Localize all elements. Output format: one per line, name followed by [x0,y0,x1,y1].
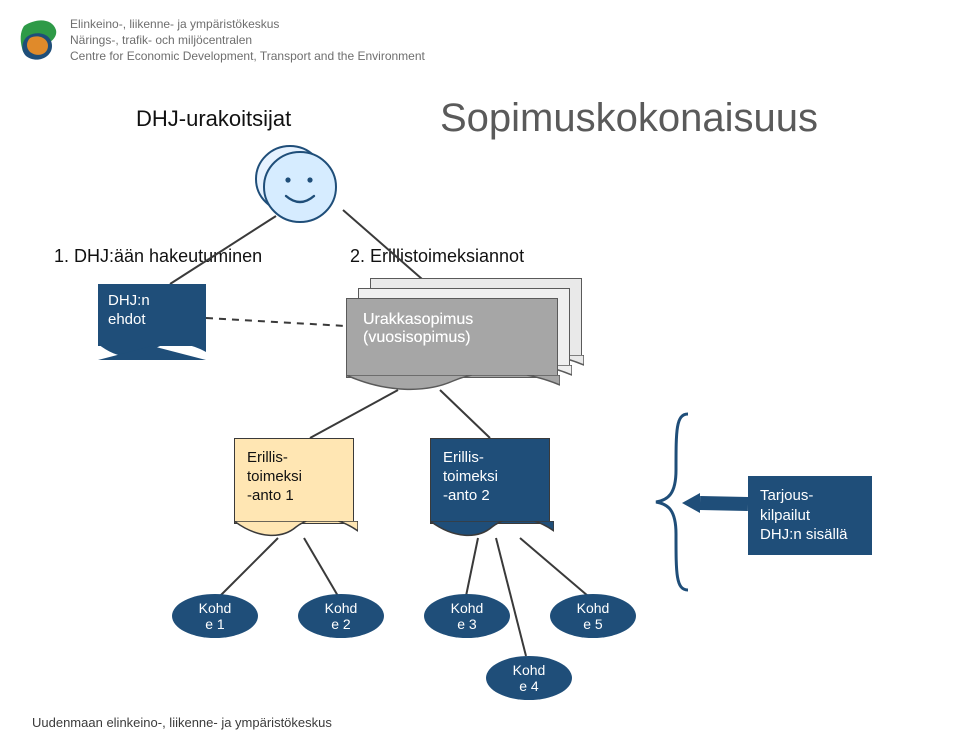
urakkasopimus-stack: Urakkasopimus (vuosisopimus) [346,278,580,374]
org-line-en: Centre for Economic Development, Transpo… [70,48,425,64]
org-line-fi: Elinkeino-, liikenne- ja ympäristökeskus [70,16,425,32]
contractor-smiley-icon [252,140,342,226]
tarjouskilpailut-callout: Tarjous- kilpailut DHJ:n sisällä [748,476,872,555]
kohde-3: Kohd e 3 [424,594,510,638]
anto1-line1: Erillis- [247,449,341,468]
org-line-sv: Närings-, trafik- och miljöcentralen [70,32,425,48]
caption-step2: 2. Erillistoimeksiannot [350,246,524,267]
kohde-5-label: Kohd e 5 [577,600,610,632]
anto1-line3: -anto 1 [247,487,341,506]
doc-line1: Urakkasopimus [363,311,473,329]
kohde-5: Kohd e 5 [550,594,636,638]
kohde-4: Kohd e 4 [486,656,572,700]
flag-line1: DHJ:n [108,292,196,311]
erillistoimeksianto-1: Erillis- toimeksi -anto 1 [234,438,354,524]
kohde-2-label: Kohd e 2 [325,600,358,632]
kohde-1-label: Kohd e 1 [199,600,232,632]
erillistoimeksianto-2: Erillis- toimeksi -anto 2 [430,438,550,524]
anto2-line2: toimeksi [443,468,537,487]
caption-step1: 1. DHJ:ään hakeutuminen [54,246,262,267]
title-right: Sopimuskokonaisuus [440,96,818,141]
doc-line2: (vuosisopimus) [363,329,473,347]
kohde-3-label: Kohd e 3 [451,600,484,632]
callout-line1: Tarjous- [760,486,860,506]
kohde-4-label: Kohd e 4 [513,662,546,694]
kohde-2: Kohd e 2 [298,594,384,638]
anto1-line2: toimeksi [247,468,341,487]
kohde-1: Kohd e 1 [172,594,258,638]
title-left: DHJ-urakoitsijat [136,106,291,132]
anto2-line1: Erillis- [443,449,537,468]
dhj-ehdot-flag: DHJ:n ehdot [98,284,206,346]
callout-line2: kilpailut [760,506,860,526]
org-header: Elinkeino-, liikenne- ja ympäristökeskus… [18,16,425,66]
ely-logo-icon [18,16,60,66]
anto2-line3: -anto 2 [443,487,537,506]
footer-text: Uudenmaan elinkeino-, liikenne- ja ympär… [32,715,332,730]
flag-line2: ehdot [108,311,196,330]
callout-line3: DHJ:n sisällä [760,525,860,545]
